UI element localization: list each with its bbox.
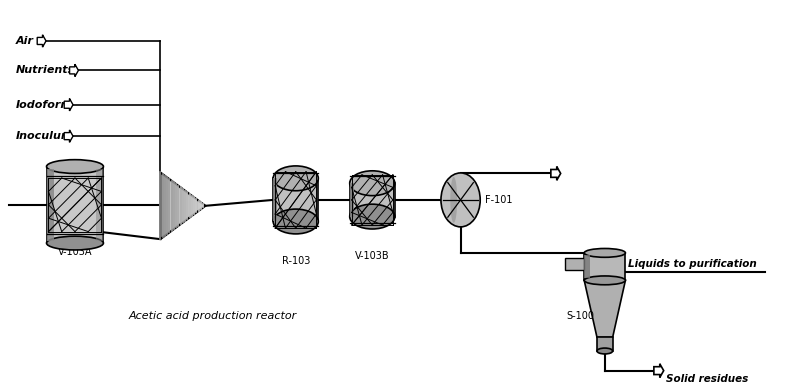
Polygon shape xyxy=(64,130,73,142)
Polygon shape xyxy=(160,172,206,239)
Text: Iodoform: Iodoform xyxy=(16,100,73,110)
Ellipse shape xyxy=(584,248,626,257)
Ellipse shape xyxy=(584,276,626,285)
Ellipse shape xyxy=(46,160,103,174)
Ellipse shape xyxy=(441,173,480,227)
Polygon shape xyxy=(584,280,626,337)
Bar xyxy=(584,255,590,278)
Bar xyxy=(46,168,54,241)
Bar xyxy=(597,337,612,351)
Ellipse shape xyxy=(350,204,395,229)
Ellipse shape xyxy=(350,171,395,196)
Bar xyxy=(564,258,584,269)
Bar xyxy=(46,167,103,243)
Text: Solid residues: Solid residues xyxy=(666,374,748,384)
Bar xyxy=(350,183,354,216)
Bar xyxy=(273,178,318,222)
Text: V-103A: V-103A xyxy=(58,247,92,257)
Text: S-100: S-100 xyxy=(567,311,594,321)
Ellipse shape xyxy=(273,166,318,191)
Bar xyxy=(584,253,626,280)
Text: Air: Air xyxy=(16,36,34,46)
Ellipse shape xyxy=(450,177,457,223)
Polygon shape xyxy=(551,167,561,180)
Text: F-101: F-101 xyxy=(485,195,513,205)
Polygon shape xyxy=(69,64,79,76)
Text: Inoculum: Inoculum xyxy=(16,131,73,141)
Polygon shape xyxy=(64,99,73,111)
Text: Liquids to purification: Liquids to purification xyxy=(628,259,757,269)
Text: Nutrients: Nutrients xyxy=(16,66,76,75)
Ellipse shape xyxy=(597,348,612,354)
Text: R-103: R-103 xyxy=(281,256,310,266)
Bar xyxy=(96,168,103,241)
Polygon shape xyxy=(654,364,663,378)
Ellipse shape xyxy=(273,209,318,234)
Text: V-103B: V-103B xyxy=(355,251,389,261)
Ellipse shape xyxy=(46,236,103,250)
Bar xyxy=(350,183,395,216)
Text: Acetic acid production reactor: Acetic acid production reactor xyxy=(128,311,296,321)
Bar xyxy=(273,178,277,222)
Polygon shape xyxy=(37,35,46,47)
